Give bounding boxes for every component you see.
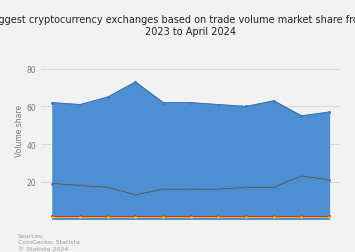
Title: Biggest cryptocurrency exchanges based on trade volume market share from June
20: Biggest cryptocurrency exchanges based o… (0, 15, 355, 37)
Y-axis label: Volume share: Volume share (15, 104, 24, 156)
Text: Sources:
CoinGecko; Statista
© Statista 2024: Sources: CoinGecko; Statista © Statista … (18, 233, 80, 251)
